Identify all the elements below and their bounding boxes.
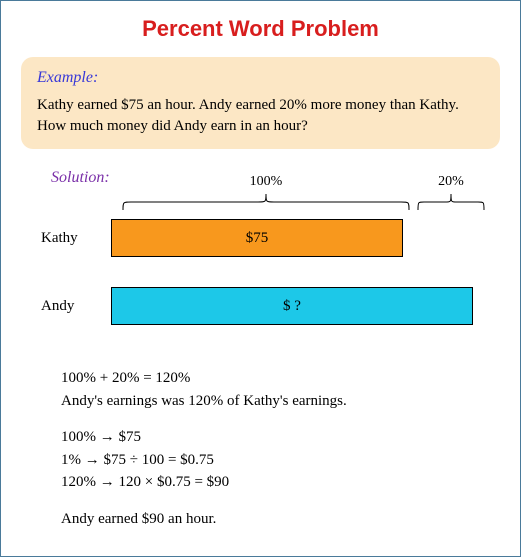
bar-diagram: 100% 20% Kathy $75 Andy $ ? [41, 192, 480, 347]
bar-row-andy: Andy $ ? [41, 287, 473, 325]
work-line-5: 120% → 120 × $0.75 = $90 [61, 474, 229, 490]
example-text: Kathy earned $75 an hour. Andy earned 20… [37, 95, 484, 137]
brace-label-20: 20% [416, 174, 486, 190]
bar-kathy: $75 [111, 219, 403, 257]
bar-label-andy: Andy [41, 298, 111, 315]
bar-value-kathy: $75 [246, 230, 269, 247]
work-line: 100% → $75 1% → $75 ÷ 100 = $0.75 120% →… [61, 426, 460, 494]
brace-row: 100% 20% [121, 192, 491, 217]
work-line-3: 100% → $75 [61, 429, 141, 445]
worksheet-container: Percent Word Problem Example: Kathy earn… [0, 0, 521, 557]
bar-row-kathy: Kathy $75 [41, 219, 403, 257]
brace-100 [121, 192, 411, 212]
work-line-2: Andy's earnings was 120% of Kathy's earn… [61, 393, 347, 409]
work-line-4: 1% → $75 ÷ 100 = $0.75 [61, 452, 214, 468]
brace-label-100: 100% [121, 174, 411, 190]
work-line-1: 100% + 20% = 120% [61, 370, 190, 386]
bar-andy: $ ? [111, 287, 473, 325]
brace-20 [416, 192, 486, 212]
example-box: Example: Kathy earned $75 an hour. Andy … [21, 57, 500, 149]
work-answer: Andy earned $90 an hour. [61, 508, 460, 531]
bar-value-andy: $ ? [283, 298, 301, 315]
page-title: Percent Word Problem [21, 16, 500, 42]
bar-label-kathy: Kathy [41, 230, 111, 247]
work-line: 100% + 20% = 120% Andy's earnings was 12… [61, 367, 460, 412]
solution-work: 100% + 20% = 120% Andy's earnings was 12… [61, 367, 460, 530]
example-label: Example: [37, 69, 484, 87]
